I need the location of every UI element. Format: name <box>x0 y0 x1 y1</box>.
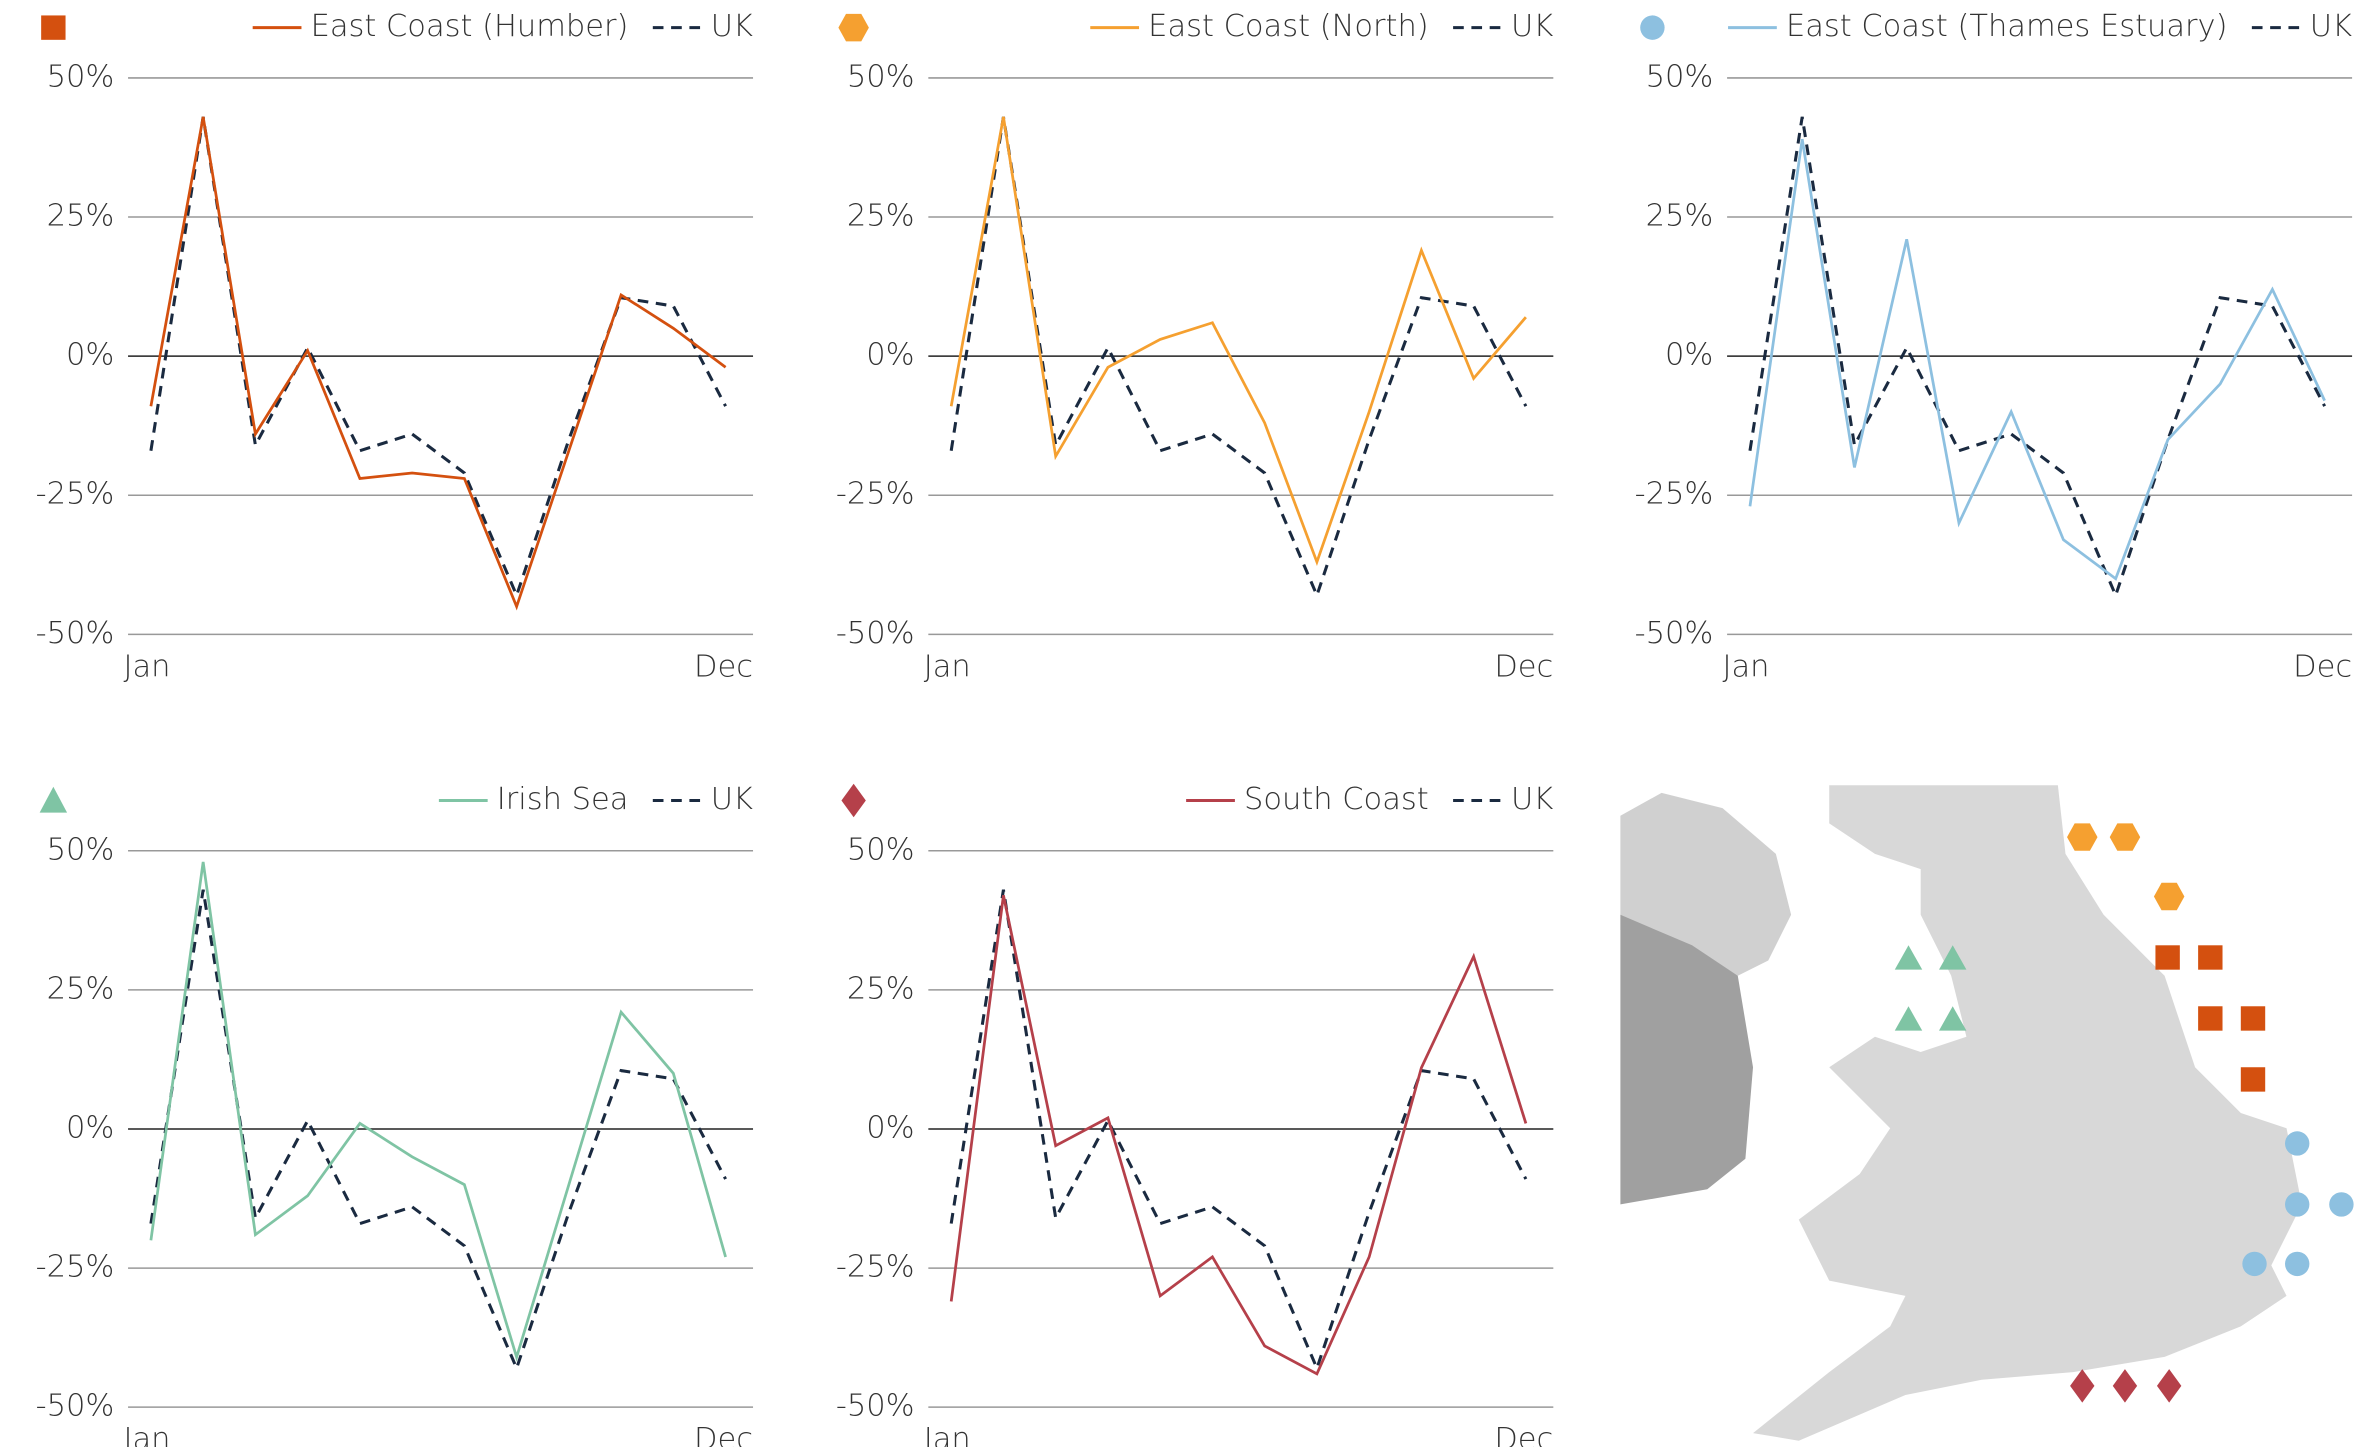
ireland <box>1620 914 1754 1205</box>
series-line <box>949 895 1528 1376</box>
legend-label: Irish Sea <box>497 782 629 817</box>
y-tick-label: -25% <box>1635 477 1714 512</box>
square-marker <box>2155 945 2180 970</box>
y-tick-label: 0% <box>866 338 914 373</box>
series-line <box>949 116 1527 567</box>
circle-marker <box>2285 1131 2310 1156</box>
y-tick-label: 25% <box>847 199 915 234</box>
circle-marker <box>2329 1192 2354 1217</box>
circle-marker <box>2242 1251 2267 1277</box>
legend-label: UK <box>1511 782 1553 817</box>
y-tick-label: -25% <box>836 1250 915 1285</box>
triangle-marker <box>1938 945 1967 970</box>
hexagon-marker <box>2109 823 2141 851</box>
legend-icon <box>41 15 66 40</box>
legend-label: South Coast <box>1244 782 1429 817</box>
series-line <box>1748 116 2326 600</box>
y-tick-label: -50% <box>1635 616 1714 651</box>
square-marker <box>2198 945 2223 970</box>
y-tick-label: 50% <box>47 832 115 867</box>
legend-icon <box>1640 15 1665 40</box>
y-tick-label: 25% <box>47 971 115 1006</box>
square-marker <box>2240 1006 2266 1031</box>
diamond-marker <box>2070 1369 2095 1403</box>
legend-label: East Coast (Humber) <box>311 9 629 44</box>
legend-icon <box>841 783 866 818</box>
x-tick-label: Jan <box>123 1422 170 1447</box>
x-tick-label: Dec <box>2293 649 2352 684</box>
square-marker <box>2198 1006 2223 1031</box>
y-tick-label: 50% <box>847 59 915 94</box>
legend-label: East Coast (North) <box>1148 9 1429 44</box>
diamond-marker <box>2156 1369 2182 1403</box>
y-tick-label: 50% <box>47 59 115 94</box>
y-tick-label: -25% <box>36 477 115 512</box>
x-tick-label: Dec <box>694 649 753 684</box>
square-marker <box>2240 1067 2266 1092</box>
legend-label: UK <box>1511 9 1553 44</box>
y-tick-label: -50% <box>36 1389 115 1424</box>
series-line <box>149 861 727 1362</box>
x-tick-label: Jan <box>1723 649 1770 684</box>
x-tick-label: Jan <box>123 649 170 684</box>
series-line <box>1748 138 2326 581</box>
legend-icon <box>838 13 869 42</box>
y-tick-label: 0% <box>866 1110 914 1145</box>
hexagon-marker <box>2067 823 2098 851</box>
legend-label: UK <box>711 782 753 817</box>
series-line <box>149 116 727 611</box>
circle-marker <box>2285 1251 2310 1277</box>
triangle-marker <box>1894 1006 1923 1031</box>
legend-icon <box>39 786 68 813</box>
diamond-marker <box>2112 1369 2138 1403</box>
legend-label: East Coast (Thames Estuary) <box>1786 9 2228 44</box>
y-tick-label: -50% <box>36 616 115 651</box>
series-line <box>149 889 727 1373</box>
y-tick-label: -25% <box>36 1250 115 1285</box>
hexagon-marker <box>2153 882 2185 911</box>
legend-label: UK <box>711 9 753 44</box>
y-tick-label: 0% <box>66 1110 114 1145</box>
legend-label: UK <box>2310 9 2352 44</box>
series-line <box>949 116 1528 600</box>
triangle-marker <box>1894 945 1923 970</box>
x-tick-label: Dec <box>1494 649 1553 684</box>
triangle-marker <box>1938 1006 1967 1031</box>
y-tick-label: 50% <box>847 832 915 867</box>
y-tick-label: -50% <box>836 616 915 651</box>
northern-ireland <box>1620 792 1792 976</box>
y-tick-label: 0% <box>1665 338 1713 373</box>
y-tick-label: -25% <box>836 477 915 512</box>
great-britain <box>1753 785 2302 1441</box>
y-tick-label: 25% <box>47 199 115 234</box>
y-tick-label: 25% <box>847 971 915 1006</box>
x-tick-label: Jan <box>924 649 971 684</box>
y-tick-label: -50% <box>836 1389 915 1424</box>
x-tick-label: Jan <box>924 1422 971 1447</box>
x-tick-label: Dec <box>1494 1422 1553 1447</box>
map <box>1620 785 2354 1441</box>
y-tick-label: 25% <box>1646 199 1714 234</box>
y-tick-label: 0% <box>66 338 114 373</box>
x-tick-label: Dec <box>694 1422 753 1447</box>
y-tick-label: 50% <box>1646 59 1714 94</box>
series-line <box>949 889 1528 1373</box>
circle-marker <box>2285 1192 2310 1217</box>
